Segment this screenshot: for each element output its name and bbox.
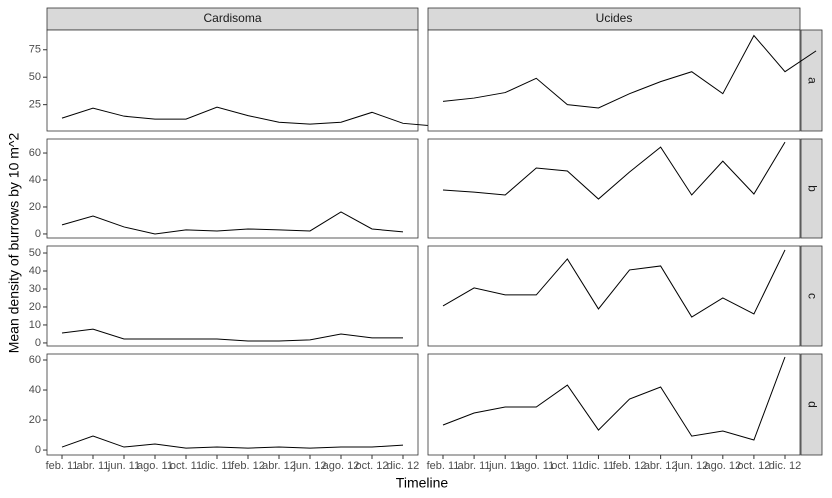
y-tick-label: 40 bbox=[29, 265, 41, 277]
x-tick-label: jun. 11 bbox=[488, 460, 521, 472]
y-tick-label: 20 bbox=[29, 414, 41, 426]
x-tick-label: dic. 12 bbox=[387, 460, 419, 472]
panel bbox=[427, 353, 801, 456]
panel bbox=[46, 353, 419, 456]
x-tick-label: dic. 11 bbox=[583, 460, 615, 472]
line bbox=[442, 34, 817, 109]
x-tick-label: abr. 11 bbox=[77, 460, 110, 472]
row-strip bbox=[800, 29, 823, 132]
y-tick-label: 20 bbox=[29, 201, 41, 213]
row-strip-label: b bbox=[805, 185, 819, 192]
line bbox=[442, 141, 786, 200]
y-tick-label: 40 bbox=[29, 174, 41, 186]
panel bbox=[427, 138, 801, 239]
panel bbox=[427, 29, 801, 132]
x-tick-label: feb. 11 bbox=[427, 460, 460, 472]
y-tick-label: 25 bbox=[29, 99, 41, 111]
x-tick-label: ago. 12 bbox=[704, 460, 741, 472]
row-strip-label: a bbox=[805, 77, 819, 84]
y-tick-label: 0 bbox=[35, 228, 41, 240]
x-tick-label: jun. 12 bbox=[674, 460, 708, 472]
y-tick-label: 60 bbox=[29, 354, 41, 366]
y-tick-label: 20 bbox=[29, 301, 41, 313]
x-tick-label: abr. 12 bbox=[262, 460, 296, 472]
panel bbox=[46, 29, 419, 132]
x-tick-label: ago. 11 bbox=[518, 460, 554, 472]
x-tick-label: oct. 11 bbox=[170, 460, 202, 472]
line bbox=[61, 435, 404, 449]
y-tick-label: 0 bbox=[35, 444, 41, 456]
x-tick-label: feb. 12 bbox=[613, 460, 647, 472]
column-strip-label: Ucides bbox=[596, 11, 633, 25]
x-tick-label: oct. 12 bbox=[355, 460, 388, 472]
y-tick-label: 40 bbox=[29, 384, 41, 396]
x-tick-label: ago. 11 bbox=[137, 460, 173, 472]
panel bbox=[46, 245, 419, 347]
x-tick-label: jun. 12 bbox=[292, 460, 326, 472]
row-strip bbox=[800, 245, 823, 347]
line bbox=[61, 328, 403, 342]
x-tick-label: jun. 11 bbox=[107, 460, 140, 472]
column-strip-label: Cardisoma bbox=[203, 11, 261, 25]
line bbox=[61, 106, 435, 127]
panel bbox=[427, 245, 801, 347]
x-axis-title: Timeline bbox=[396, 475, 449, 491]
x-tick-label: feb. 11 bbox=[46, 460, 79, 472]
y-tick-label: 60 bbox=[29, 147, 41, 159]
y-tick-label: 50 bbox=[29, 247, 41, 259]
x-tick-label: feb. 12 bbox=[231, 460, 265, 472]
y-tick-label: 50 bbox=[29, 71, 41, 83]
x-tick-label: oct. 11 bbox=[551, 460, 583, 472]
x-tick-label: abr. 12 bbox=[644, 460, 678, 472]
y-tick-label: 30 bbox=[29, 283, 41, 295]
row-strip-label: c bbox=[805, 293, 819, 299]
x-tick-label: dic. 12 bbox=[769, 460, 801, 472]
y-tick-label: 75 bbox=[29, 44, 41, 56]
y-tick-label: 10 bbox=[29, 319, 41, 331]
row-strip bbox=[800, 138, 823, 239]
x-tick-label: oct. 12 bbox=[737, 460, 770, 472]
row-strip-label: d bbox=[805, 401, 819, 408]
line bbox=[61, 211, 404, 235]
row-strip bbox=[800, 353, 823, 456]
x-tick-label: ago. 12 bbox=[323, 460, 360, 472]
x-tick-label: dic. 11 bbox=[201, 460, 233, 472]
y-tick-label: 0 bbox=[35, 337, 41, 349]
line bbox=[442, 356, 786, 441]
y-axis-title: Mean density of burrows by 10 m^2 bbox=[6, 133, 22, 354]
x-tick-label: abr. 11 bbox=[458, 460, 491, 472]
line bbox=[442, 249, 786, 318]
